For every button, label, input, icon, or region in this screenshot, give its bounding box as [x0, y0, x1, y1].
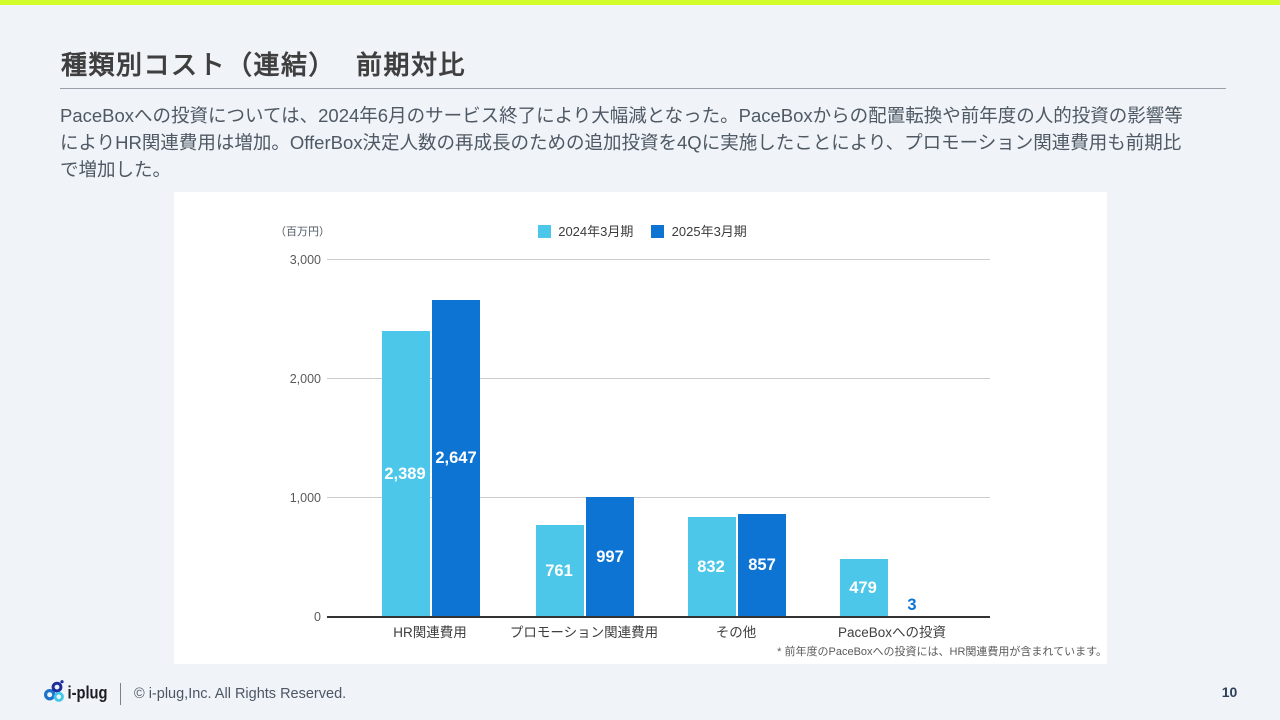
svg-text:i-plug: i-plug — [68, 682, 108, 702]
